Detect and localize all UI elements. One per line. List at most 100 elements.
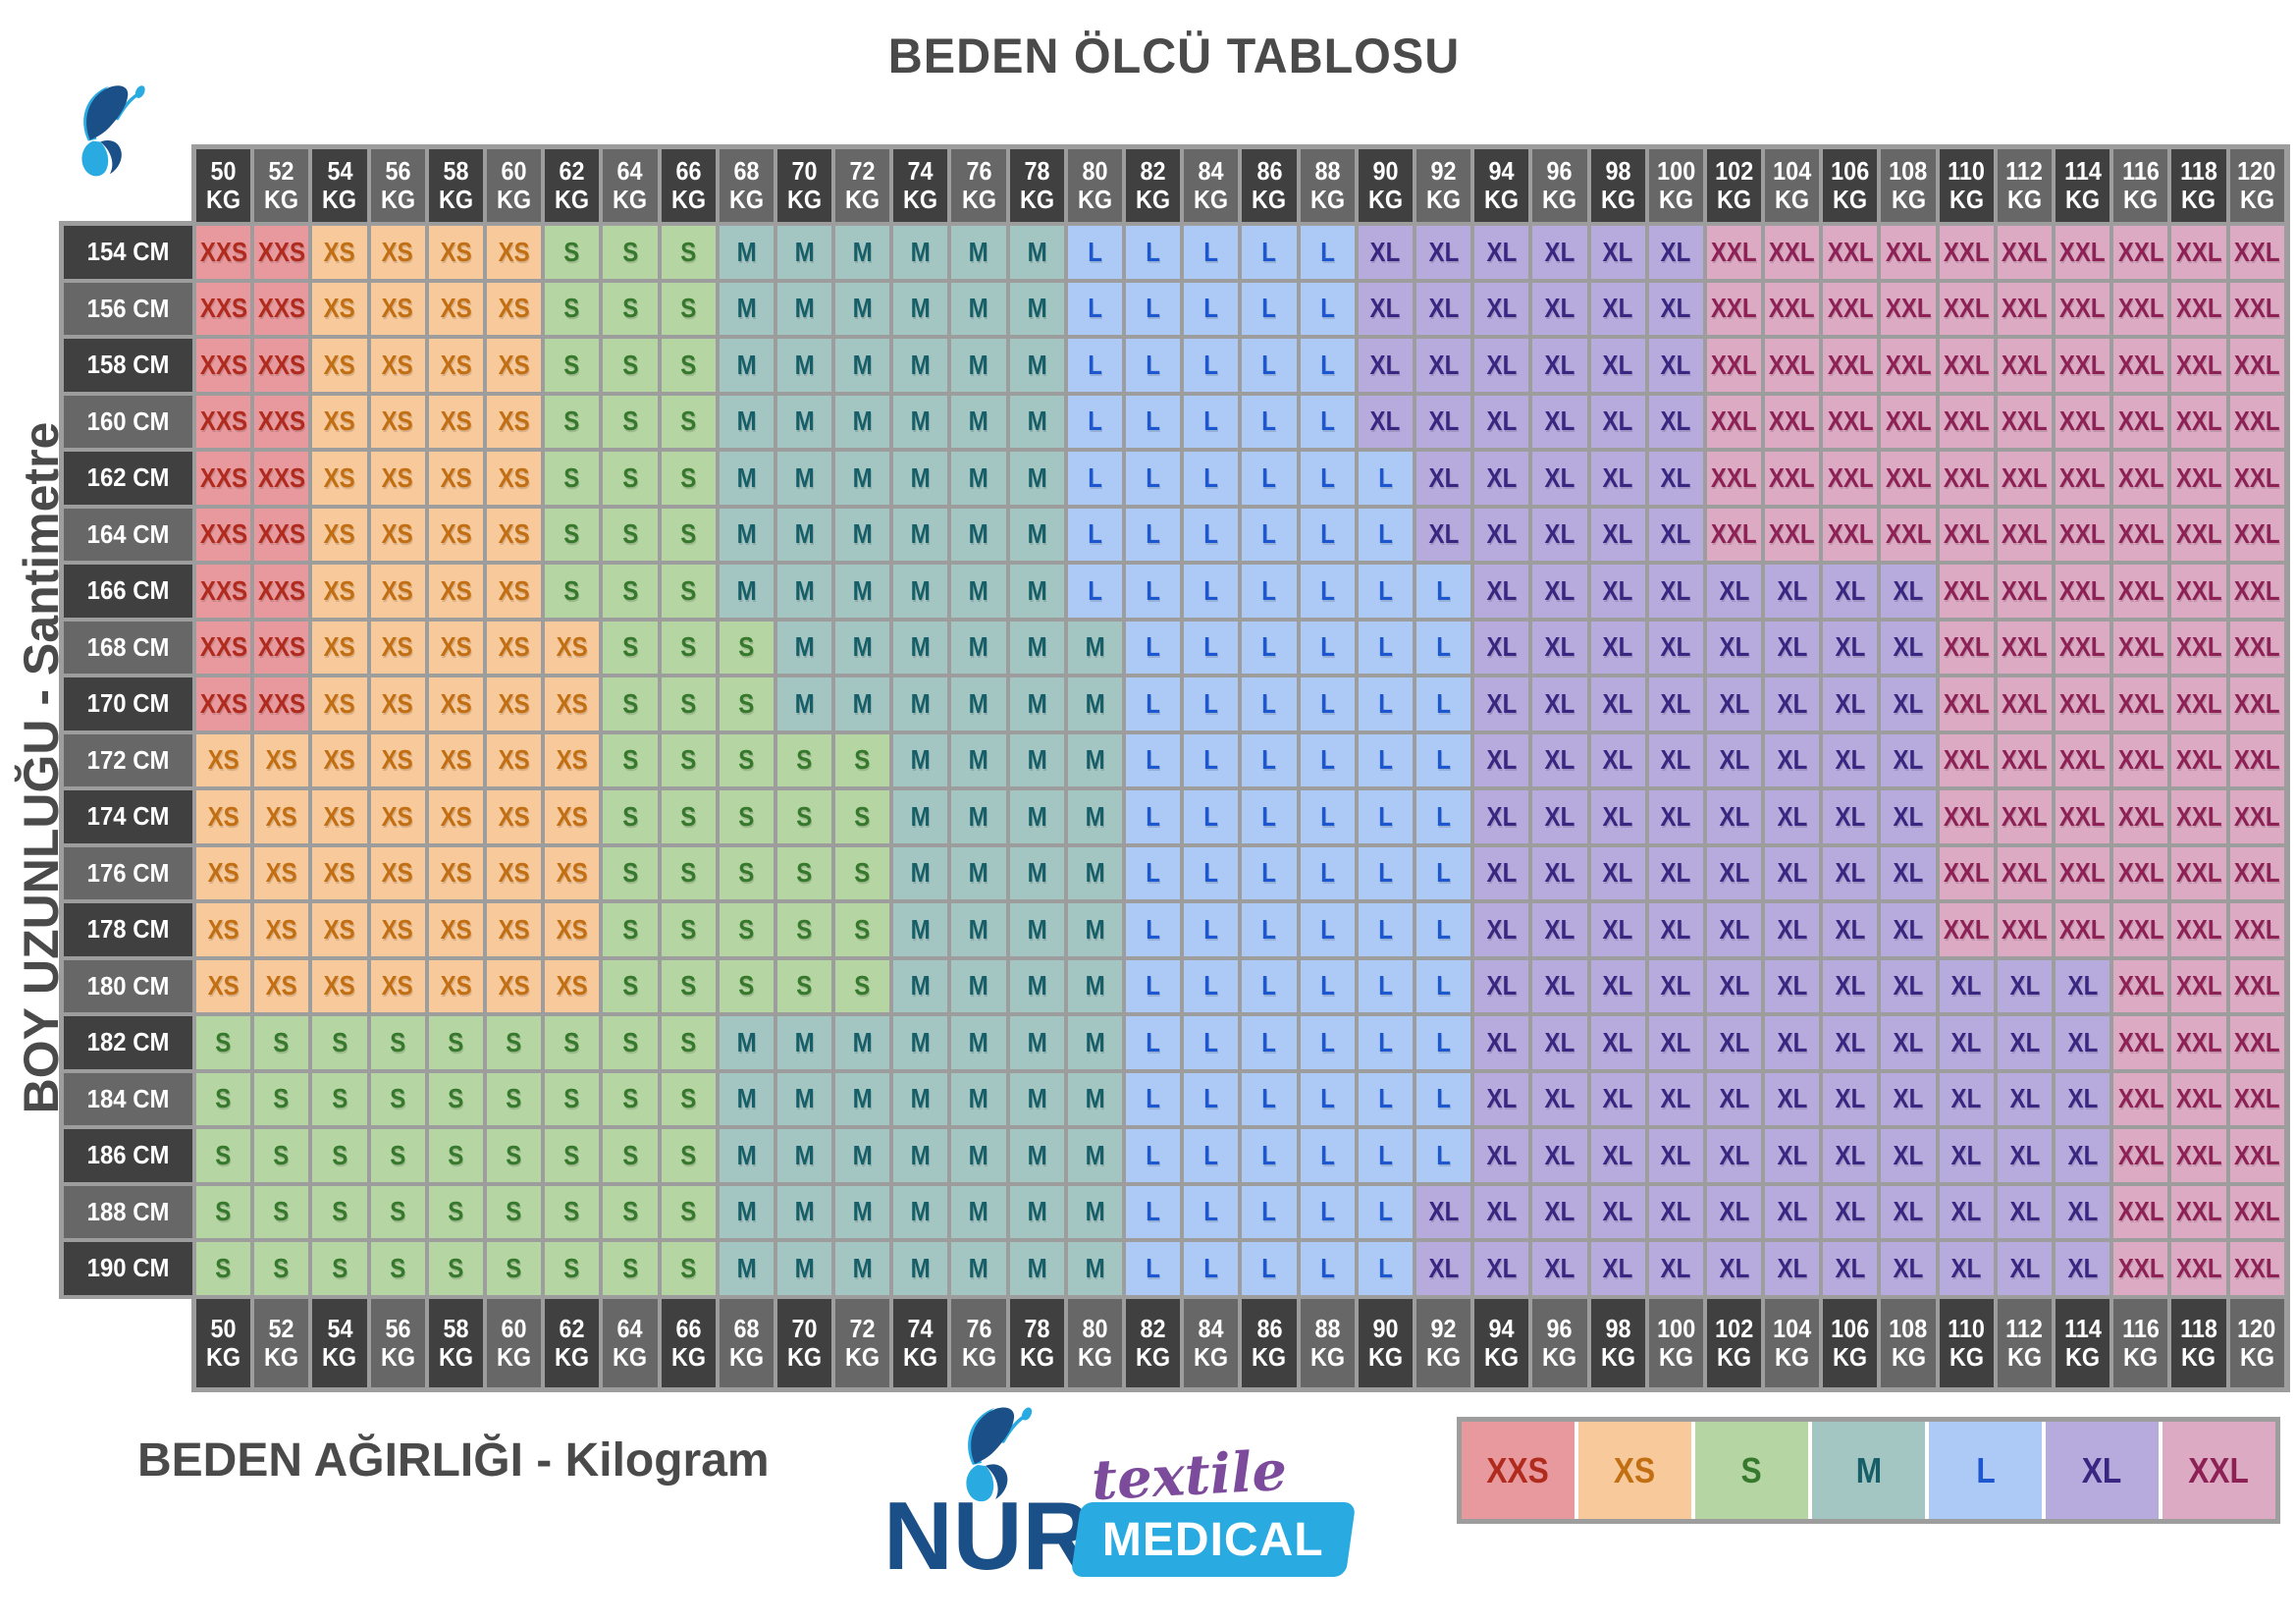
size-cell: XL <box>1706 903 1762 956</box>
brand-butterfly-icon <box>81 85 145 177</box>
size-cell: XL <box>1823 565 1878 618</box>
size-cell: M <box>835 226 890 279</box>
size-cell: XXL <box>2056 282 2110 335</box>
weight-header-cell: 106 KG <box>1823 149 1878 222</box>
size-cell: XL <box>1590 959 1645 1012</box>
size-cell: M <box>835 508 890 561</box>
size-cell: XL <box>1648 339 1703 392</box>
size-cell: XXL <box>1939 677 1994 730</box>
size-cell: M <box>776 226 832 279</box>
size-cell: XXS <box>254 282 309 335</box>
size-cell: XL <box>1881 565 1936 618</box>
weight-header-cell: 72 KG <box>835 149 890 222</box>
size-cell: L <box>1415 1016 1471 1069</box>
size-cell: M <box>1009 677 1064 730</box>
size-cell: S <box>603 452 658 505</box>
size-cell: XS <box>486 790 542 843</box>
size-cell: M <box>951 1185 1006 1238</box>
size-cell: XXL <box>1881 339 1936 392</box>
size-cell: S <box>603 677 658 730</box>
size-cell: L <box>1184 733 1239 786</box>
size-cell: S <box>428 1129 483 1182</box>
size-cell: M <box>1009 1185 1064 1238</box>
size-cell: L <box>1415 677 1471 730</box>
size-cell: M <box>776 621 832 674</box>
size-cell: M <box>893 452 948 505</box>
size-cell: XS <box>486 339 542 392</box>
size-cell: XL <box>1881 1016 1936 1069</box>
size-cell: XL <box>1881 903 1936 956</box>
size-cell: XXL <box>1706 226 1762 279</box>
size-cell: XS <box>428 677 483 730</box>
size-cell: XL <box>2056 1072 2110 1125</box>
size-cell: M <box>776 565 832 618</box>
size-cell: XS <box>545 621 600 674</box>
size-cell: XXL <box>2229 1129 2284 1182</box>
size-cell: S <box>776 790 832 843</box>
size-cell: S <box>545 1072 600 1125</box>
size-cell: XS <box>370 790 425 843</box>
size-cell: L <box>1242 1185 1297 1238</box>
size-cell: XL <box>1939 1072 1994 1125</box>
size-cell: S <box>776 959 832 1012</box>
size-cell: L <box>1184 565 1239 618</box>
size-cell: L <box>1067 395 1122 448</box>
size-cell: S <box>603 846 658 899</box>
size-chart-table: 50 KG 52 KG 54 KG 56 KG 58 KG 60 KG 62 KG 64 KG 66 KG 68 KG… <box>64 149 2284 1387</box>
weight-header-cell: 50 KG <box>196 149 251 222</box>
size-cell: S <box>428 1072 483 1125</box>
size-cell: L <box>1242 677 1297 730</box>
size-cell: M <box>951 565 1006 618</box>
size-cell: M <box>893 565 948 618</box>
height-label-cell: 180 CM <box>64 959 192 1012</box>
size-cell: XL <box>1358 339 1413 392</box>
size-cell: XXL <box>2113 395 2168 448</box>
size-cell: XS <box>312 677 367 730</box>
size-cell: L <box>1242 1129 1297 1182</box>
size-cell: S <box>719 959 774 1012</box>
size-cell: XL <box>1823 1072 1878 1125</box>
size-cell: L <box>1184 1072 1239 1125</box>
size-cell: XXL <box>1881 282 1936 335</box>
size-cell: M <box>1067 677 1122 730</box>
size-cell: XXL <box>2229 395 2284 448</box>
size-cell: L <box>1126 565 1181 618</box>
size-cell: XXS <box>196 339 251 392</box>
size-cell: XL <box>1648 677 1703 730</box>
size-cell: L <box>1242 452 1297 505</box>
size-cell: M <box>835 1185 890 1238</box>
size-cell: XL <box>1474 1185 1529 1238</box>
size-cell: S <box>428 1185 483 1238</box>
size-cell: XS <box>312 903 367 956</box>
size-cell: L <box>1300 1129 1355 1182</box>
size-cell: M <box>1009 1016 1064 1069</box>
weight-header-cell: 90 KG <box>1358 149 1413 222</box>
size-cell: XL <box>1590 452 1645 505</box>
size-cell: XXL <box>2113 959 2168 1012</box>
weight-header-cell: 88 KG <box>1300 149 1355 222</box>
size-cell: L <box>1300 846 1355 899</box>
size-cell: XL <box>1474 790 1529 843</box>
size-cell: XXL <box>1823 452 1878 505</box>
size-cell: XXL <box>2171 790 2226 843</box>
size-cell: L <box>1415 959 1471 1012</box>
size-cell: XL <box>1532 846 1587 899</box>
size-cell: XXL <box>2171 1185 2226 1238</box>
size-cell: XL <box>1590 282 1645 335</box>
size-cell: S <box>545 1242 600 1295</box>
size-cell: XL <box>1997 1185 2052 1238</box>
height-label-cell: 182 CM <box>64 1016 192 1069</box>
size-cell: L <box>1126 339 1181 392</box>
size-cell: L <box>1358 1185 1413 1238</box>
size-cell: XXL <box>1823 508 1878 561</box>
size-cell: M <box>893 846 948 899</box>
size-cell: XXL <box>1765 282 1820 335</box>
size-cell: L <box>1184 1129 1239 1182</box>
weight-header-cell: 94 KG <box>1474 149 1529 222</box>
size-cell: S <box>661 1016 716 1069</box>
size-cell: L <box>1300 1242 1355 1295</box>
weight-header-cell: 100 KG <box>1648 1298 1703 1387</box>
weight-header-cell: 92 KG <box>1415 149 1471 222</box>
height-label-cell: 154 CM <box>64 226 192 279</box>
size-cell: S <box>661 395 716 448</box>
